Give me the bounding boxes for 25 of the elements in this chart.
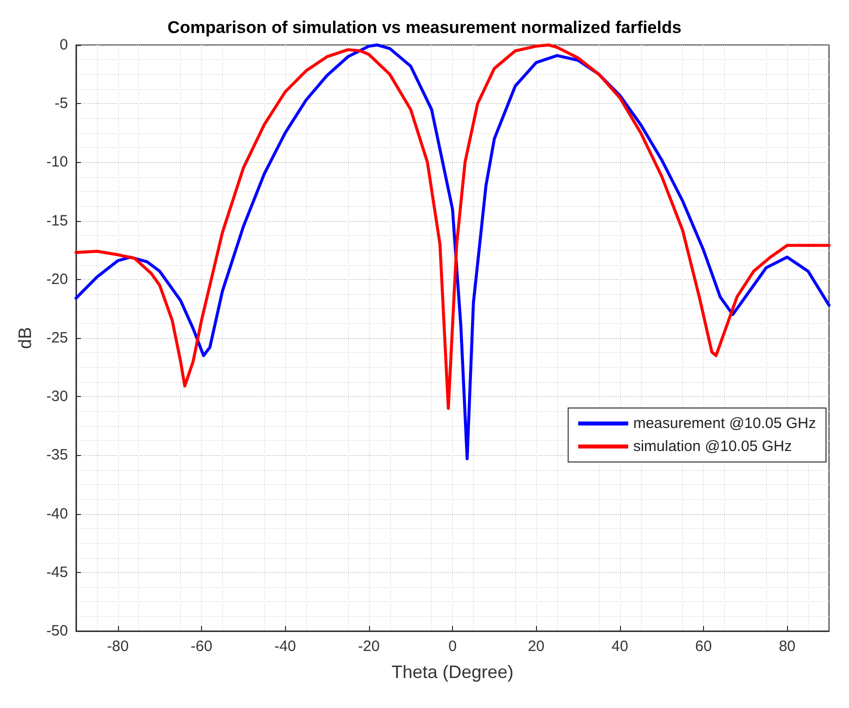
y-tick-label: -30 [46, 388, 68, 406]
x-tick-label: 60 [695, 638, 712, 655]
y-tick-label: -10 [46, 154, 68, 171]
x-tick-label: 20 [528, 638, 545, 655]
y-tick-label: -5 [54, 95, 68, 112]
x-tick-label: 80 [778, 638, 796, 655]
y-tick-label: -35 [46, 446, 68, 464]
x-tick-label: 0 [448, 638, 457, 655]
y-tick-label: 0 [60, 36, 68, 54]
x-tick-label: -40 [274, 638, 296, 655]
chart-title: Comparison of simulation vs measurement normalized farfields [168, 18, 682, 37]
y-tick-label: -50 [46, 622, 68, 640]
y-tick-label: -40 [46, 505, 68, 522]
legend-label: simulation @10.05 GHz [633, 438, 792, 455]
y-tick-label: -25 [46, 330, 68, 346]
x-axis-title: Theta (Degree) [391, 662, 514, 682]
legend-label: measurement @10.05 GHz [633, 415, 816, 432]
y-tick-label: -20 [46, 270, 68, 288]
x-tick-label: -60 [190, 638, 212, 655]
y-tick-label: -15 [46, 212, 68, 230]
x-tick-label: -20 [358, 638, 380, 655]
x-tick-label: 40 [611, 638, 628, 655]
y-tick-label: -45 [46, 564, 68, 581]
x-tick-label: -80 [106, 638, 129, 655]
y-axis-title: dB [15, 326, 35, 350]
